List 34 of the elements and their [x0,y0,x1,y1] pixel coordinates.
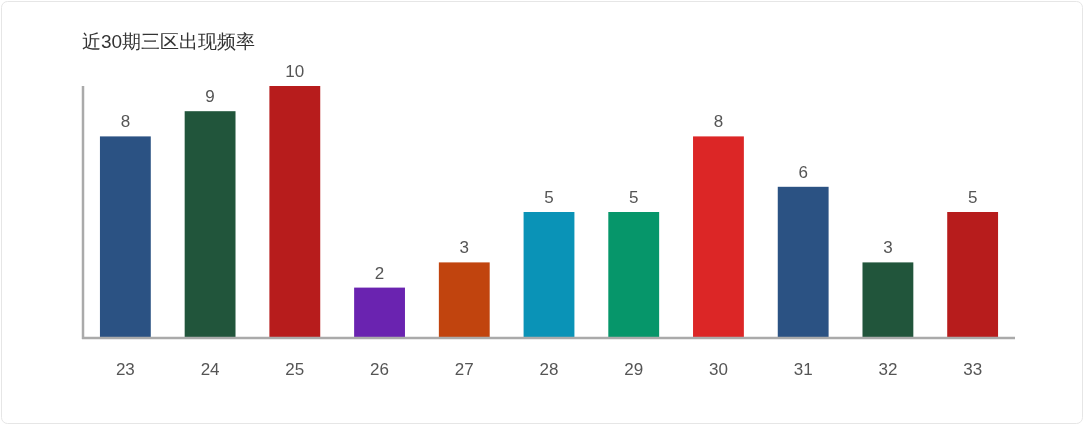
x-tick-label: 26 [370,360,390,379]
x-tick-label: 25 [285,360,305,379]
data-label: 2 [374,263,385,283]
x-tick-label: 29 [624,360,644,379]
x-tick-label: 23 [115,360,135,379]
bar [947,212,999,338]
data-label: 9 [205,87,215,107]
chart-title: 近30期三区出现频率 [82,31,256,52]
data-label: 10 [285,62,305,81]
x-tick-label: 32 [878,360,898,379]
bar [99,136,151,338]
data-label: 8 [713,112,724,132]
x-tick-label: 24 [200,360,220,379]
bar [608,212,660,338]
data-label: 5 [967,188,978,207]
data-label: 5 [544,188,554,207]
data-label: 5 [628,188,639,207]
bar [523,212,575,338]
data-label: 8 [120,112,131,132]
bar [269,86,321,338]
x-tick-label: 31 [793,360,813,379]
bar [777,186,829,338]
data-label: 3 [459,238,470,258]
data-label: 3 [883,238,893,258]
bar [862,262,914,338]
x-tick-label: 30 [708,360,728,379]
data-label: 6 [798,162,808,182]
x-tick-label: 28 [539,360,559,379]
x-tick-label: 27 [454,360,474,379]
x-tick-label: 33 [963,360,983,379]
bar [184,111,236,338]
bar [438,262,490,338]
bar [354,287,405,338]
bar [693,136,744,338]
